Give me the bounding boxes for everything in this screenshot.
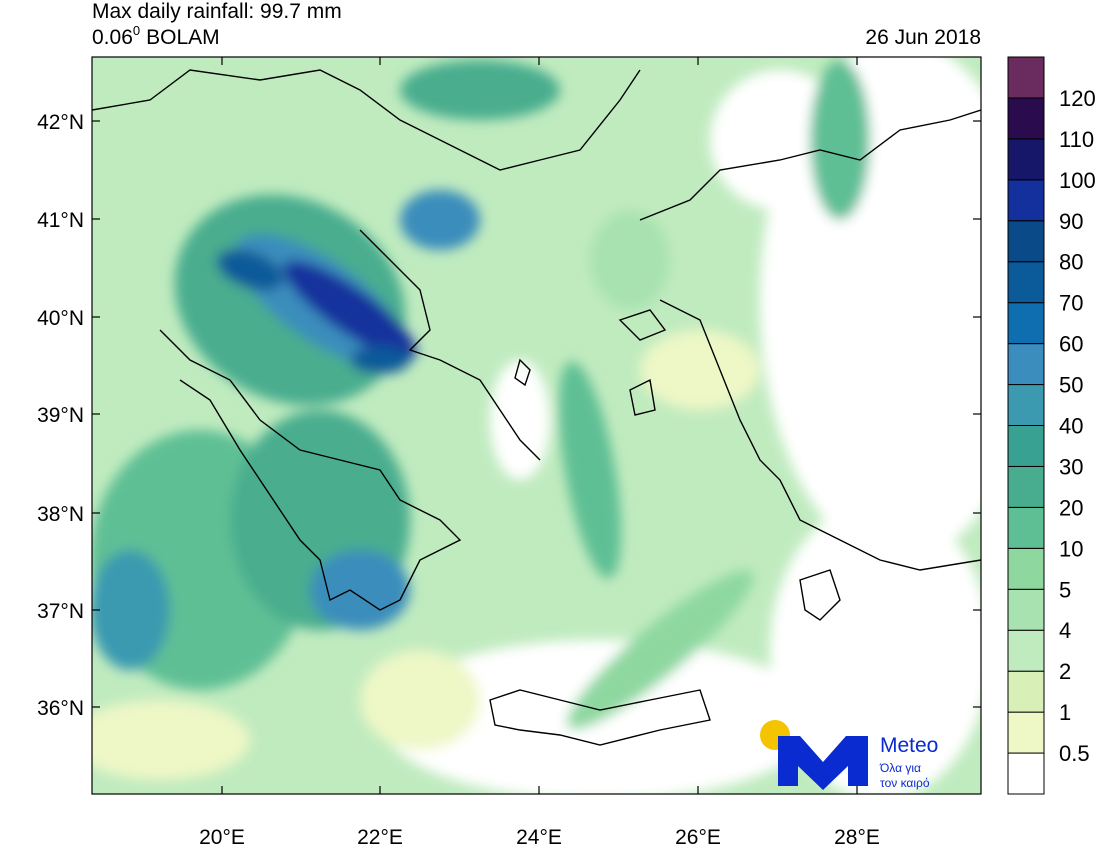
colorbar-label: 1: [1059, 700, 1071, 725]
model-resolution: 0.06: [92, 26, 133, 49]
colorbar-box: [1007, 629, 1045, 672]
colorbar-label: 70: [1059, 291, 1083, 316]
colorbar-box: [1007, 588, 1045, 631]
lat-label: 42°N: [37, 111, 84, 134]
colorbar-label: 110: [1059, 127, 1094, 152]
field-blobs: [92, 57, 981, 794]
logo-tagline: τον καιρό: [880, 776, 930, 790]
colorbar-label: 100: [1059, 168, 1096, 193]
colorbar-label: 80: [1059, 250, 1083, 275]
colorbar-box: [1007, 711, 1045, 754]
colorbar-box: [1007, 465, 1045, 508]
colorbar-box: [1007, 220, 1045, 263]
colorbar-box: [1007, 670, 1045, 713]
colorbar-box: [1007, 138, 1045, 181]
colorbar-label: 10: [1059, 536, 1083, 561]
logo-mark: [778, 736, 868, 790]
colorbar-label: 4: [1059, 618, 1071, 643]
colorbar-box: [1007, 506, 1045, 549]
lat-label: 39°N: [37, 404, 84, 427]
date: 26 Jun 2018: [865, 26, 981, 49]
title: Max daily rainfall: 99.7 mm: [92, 0, 342, 23]
lat-label: 41°N: [37, 209, 84, 232]
lon-label: 26°E: [675, 826, 721, 849]
model-name: BOLAM: [146, 26, 220, 49]
colorbar-box: [1007, 752, 1045, 795]
colorbar-label: 60: [1059, 332, 1083, 357]
colorbar-box: [1007, 97, 1045, 140]
lon-label: 28°E: [834, 826, 880, 849]
logo-tagline: Όλα για: [879, 761, 921, 775]
colorbar-label: 20: [1059, 495, 1083, 520]
colorbar-box: [1007, 547, 1045, 590]
logo-name: Meteo: [880, 734, 938, 757]
lat-label: 38°N: [37, 503, 84, 526]
colorbar-label: 2: [1059, 659, 1071, 684]
rain-field: [92, 57, 981, 794]
coastlines: [92, 69, 981, 746]
lat-label: 36°N: [37, 697, 84, 720]
colorbar-label: 30: [1059, 454, 1083, 479]
lon-label: 20°E: [199, 826, 245, 849]
lon-label: 24°E: [516, 826, 562, 849]
colorbar: 0.5 1 2 4 5 10 20 30 40 50 60 70 80 90 100 110 120: [1007, 56, 1096, 795]
colorbar-label: 50: [1059, 373, 1083, 398]
colorbar-box: [1007, 261, 1045, 304]
colorbar-box: [1007, 425, 1045, 467]
colorbar-box: [1007, 56, 1045, 99]
lat-label: 40°N: [37, 307, 84, 330]
lat-label: 37°N: [37, 600, 84, 623]
colorbar-box: [1007, 179, 1045, 222]
logo: Meteo Όλα για τον καιρό: [760, 720, 938, 790]
model-superscript: 0: [133, 23, 140, 38]
colorbar-label: 5: [1059, 577, 1071, 602]
colorbar-label: 90: [1059, 209, 1083, 234]
colorbar-label: 120: [1059, 86, 1096, 111]
axes: 42°N 41°N 40°N 39°N 38°N 37°N 36°N 20°E 22°E 24°E…: [37, 57, 981, 849]
colorbar-box: [1007, 302, 1045, 345]
colorbar-box: [1007, 384, 1045, 426]
colorbar-box: [1007, 343, 1045, 386]
plot-frame: [91, 56, 982, 795]
colorbar-label: 40: [1059, 414, 1083, 439]
model-label: 0.060 BOLAM: [92, 23, 220, 49]
colorbar-label: 0.5: [1059, 741, 1090, 766]
lon-label: 22°E: [357, 826, 403, 849]
